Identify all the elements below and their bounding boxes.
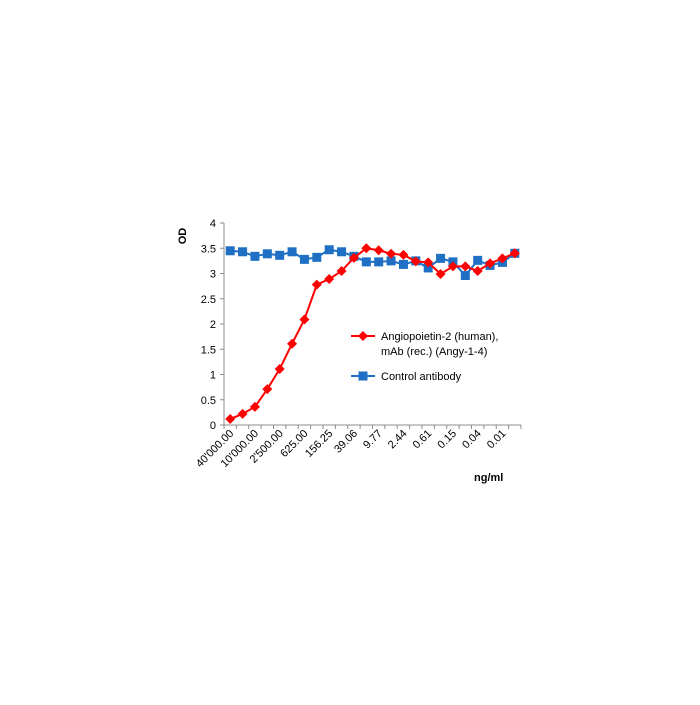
legend-angiopoietin-label: mAb (rec.) (Angy-1-4) xyxy=(381,346,487,358)
series-angiopoietin-point xyxy=(447,261,458,272)
series-control-point xyxy=(250,251,260,261)
series-angiopoietin-point xyxy=(497,253,508,264)
series-control-point xyxy=(324,245,334,255)
y-tick-label: 3 xyxy=(210,269,216,281)
x-tick-label: 0.61 xyxy=(411,428,435,452)
series-control-point xyxy=(460,271,470,281)
y-tick-label: 0 xyxy=(210,420,216,432)
series-control-point xyxy=(299,254,309,264)
series-control-point xyxy=(374,257,384,267)
x-tick-label: 0.15 xyxy=(435,428,459,452)
series-angiopoietin-point xyxy=(249,401,260,412)
x-tick-label: 2.44 xyxy=(386,428,410,452)
x-tick-label: 9.77 xyxy=(361,428,385,452)
x-tick-label: 156.25 xyxy=(303,428,335,460)
y-tick-label: 3.5 xyxy=(201,243,216,255)
series-angiopoietin-point xyxy=(348,252,359,263)
series-angiopoietin-point xyxy=(460,261,471,272)
series-control-point xyxy=(436,253,446,263)
series-angiopoietin-point xyxy=(299,314,310,325)
legend-angiopoietin-swatch-marker xyxy=(358,331,368,341)
series-control-point xyxy=(473,255,483,265)
series-angiopoietin-point xyxy=(435,269,446,280)
series-control-point xyxy=(262,249,272,259)
series-angiopoietin-point xyxy=(311,279,322,290)
legend-control-swatch-marker xyxy=(358,371,368,381)
series-control-point xyxy=(275,250,285,260)
series-control-point xyxy=(361,257,371,267)
series-angiopoietin-point xyxy=(361,243,372,254)
series-control-line xyxy=(230,248,516,277)
x-tick-label: 0.04 xyxy=(460,428,484,452)
series-angiopoietin-point xyxy=(398,249,409,260)
y-tick-label: 0.5 xyxy=(201,395,216,407)
series-angiopoietin-point xyxy=(225,413,236,424)
series-angiopoietin-point xyxy=(287,338,298,349)
series-control-point xyxy=(225,246,235,256)
y-axis-title: OD xyxy=(177,228,189,245)
series-control-point xyxy=(386,256,396,266)
series-angiopoietin-point xyxy=(509,248,520,259)
series-control-point xyxy=(312,252,322,262)
legend-angiopoietin-label: Angiopoietin-2 (human), xyxy=(381,331,498,343)
series-angiopoietin-point xyxy=(423,257,434,268)
y-tick-label: 1.5 xyxy=(201,344,216,356)
series-angiopoietin-point xyxy=(336,265,347,276)
series-angiopoietin-point xyxy=(386,248,397,259)
series-angiopoietin-point xyxy=(237,408,248,419)
series-control-point xyxy=(337,247,347,257)
series-control-point xyxy=(287,247,297,257)
y-tick-label: 1 xyxy=(210,370,216,382)
series-angiopoietin-point xyxy=(373,245,384,256)
y-tick-label: 4 xyxy=(210,218,216,230)
series-angiopoietin-point xyxy=(410,256,421,267)
y-tick-label: 2.5 xyxy=(201,294,216,306)
series-angiopoietin-point xyxy=(262,384,273,395)
series-control-point xyxy=(398,259,408,269)
legend-control-label: Control antibody xyxy=(381,371,462,383)
series-angiopoietin-point xyxy=(472,265,483,276)
series-angiopoietin-point xyxy=(324,274,335,285)
y-tick-label: 2 xyxy=(210,319,216,331)
series-control-point xyxy=(423,263,433,273)
series-control-point xyxy=(238,247,248,257)
series-angiopoietin-point xyxy=(485,258,496,269)
x-tick-label: 0.01 xyxy=(485,428,509,452)
series-angiopoietin-point xyxy=(274,363,285,374)
x-axis-title: ng/ml xyxy=(474,472,503,484)
x-tick-label: 39.06 xyxy=(332,428,360,456)
